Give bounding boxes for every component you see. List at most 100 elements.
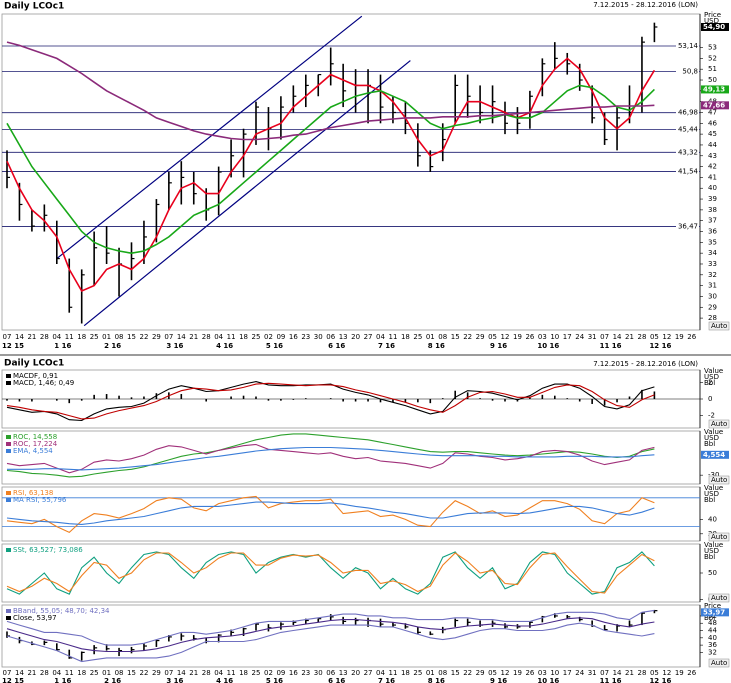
x-tick-label: 25 <box>413 669 422 677</box>
x-tick-label: 22 <box>139 669 148 677</box>
histogram-bar <box>466 392 469 399</box>
histogram-bar <box>255 396 257 399</box>
histogram-bar <box>280 399 282 401</box>
y-tick-label: 50 <box>708 569 717 577</box>
legend-swatch <box>6 381 11 385</box>
legend-swatch <box>6 449 11 453</box>
y-tick-label: 40 <box>708 515 717 523</box>
x-tick-label: 21 <box>625 669 634 677</box>
last-value-box <box>701 22 729 31</box>
x-tick-label: 11 <box>388 333 397 341</box>
series-line <box>6 501 655 525</box>
histogram-bar <box>105 394 108 399</box>
x-tick-label: 12 <box>501 333 510 341</box>
histogram-bar <box>566 398 569 399</box>
x-month-label: 5 16 <box>266 677 283 683</box>
x-tick-label: 09 <box>276 333 285 341</box>
legend-label: MACD, 1,46; 0,49 <box>13 379 74 387</box>
x-tick-label: 10 <box>550 669 559 677</box>
x-tick-label: 06 <box>326 333 335 341</box>
x-month-label: 4 16 <box>216 677 233 683</box>
y-tick-label: 33 <box>708 260 717 268</box>
x-tick-label: 14 <box>613 669 622 677</box>
y-tick-label: 41 <box>708 173 717 181</box>
level-label: 46,98 <box>678 109 698 117</box>
x-tick-label: 23 <box>301 669 310 677</box>
x-tick-label: 08 <box>438 333 447 341</box>
x-tick-label: 04 <box>376 333 385 341</box>
auto-button-label[interactable]: Auto <box>711 476 727 484</box>
histogram-bar <box>603 399 606 406</box>
auto-button[interactable] <box>708 475 730 485</box>
histogram-bar <box>367 399 369 402</box>
level-label-box <box>676 67 699 76</box>
x-tick-label: 25 <box>413 333 422 341</box>
y-tick-label: 37 <box>708 217 717 225</box>
plot-area <box>6 551 655 595</box>
x-tick-label: 14 <box>613 333 622 341</box>
auto-button-label[interactable]: Auto <box>711 420 727 428</box>
histogram-bar <box>379 399 382 403</box>
histogram-bar <box>230 396 232 399</box>
level-label-box <box>676 167 699 176</box>
auto-button-label[interactable]: Auto <box>711 659 727 667</box>
histogram-bar <box>354 399 357 402</box>
y-tick-label: 36 <box>708 228 717 236</box>
level-label: 45,44 <box>678 125 699 133</box>
x-tick-label: 07 <box>164 669 173 677</box>
auto-button-label[interactable]: Auto <box>711 533 727 541</box>
x-tick-label: 18 <box>239 333 248 341</box>
x-month-label: 9 16 <box>490 677 507 683</box>
x-tick-label: 22 <box>139 333 148 341</box>
histogram-bar <box>628 396 631 399</box>
level-label: 41,54 <box>678 168 699 176</box>
x-tick-label: 19 <box>513 669 522 677</box>
series-line <box>6 609 655 646</box>
last-value-box <box>701 85 729 94</box>
level-label-box <box>676 108 699 117</box>
auto-button-label[interactable]: Auto <box>711 594 727 602</box>
x-tick-label: 12 <box>662 333 671 341</box>
axis-label: USD <box>704 434 719 442</box>
legend-label: Close, 53,97 <box>13 614 57 622</box>
auto-button[interactable] <box>708 593 730 603</box>
legend-label: MACDF, 0,91 <box>13 372 58 380</box>
x-tick-label: 01 <box>102 669 111 677</box>
level-label: 36,47 <box>678 222 698 230</box>
level-label-box <box>676 148 699 157</box>
auto-button-label[interactable]: Auto <box>711 322 727 330</box>
auto-button[interactable] <box>708 658 730 668</box>
auto-button[interactable] <box>708 532 730 542</box>
x-month-label: 7 16 <box>378 342 395 350</box>
plot-area <box>6 433 655 478</box>
date-range: 7.12.2015 - 28.12.2016 (LON) <box>593 360 698 368</box>
x-tick-label: 04 <box>376 669 385 677</box>
series-line <box>6 433 655 478</box>
x-tick-label: 28 <box>202 333 211 341</box>
auto-button[interactable] <box>708 321 730 331</box>
x-month-label: 10 16 <box>537 342 559 350</box>
level-label-box <box>676 222 699 231</box>
x-tick-label: 18 <box>77 333 86 341</box>
x-tick-label: 11 <box>388 669 397 677</box>
x-tick-label: 18 <box>77 669 86 677</box>
x-tick-label: 05 <box>650 669 659 677</box>
x-tick-label: 06 <box>326 669 335 677</box>
y-tick-label: 44 <box>708 141 717 149</box>
y-tick-label: 38 <box>708 206 717 214</box>
x-month-label: 2 16 <box>104 342 121 350</box>
x-month-label: 2 16 <box>104 677 121 683</box>
x-tick-label: 15 <box>127 669 136 677</box>
histogram-bar <box>205 399 207 402</box>
histogram-bar <box>541 394 544 399</box>
y-tick-label: 35 <box>708 238 717 246</box>
histogram-bar <box>242 395 245 399</box>
x-tick-label: 11 <box>65 333 74 341</box>
x-month-label: 6 16 <box>328 677 345 683</box>
legend-label: BBand, 55,05; 48,70; 42,34 <box>13 607 110 615</box>
x-tick-label: 17 <box>563 669 572 677</box>
auto-button[interactable] <box>708 419 730 429</box>
x-tick-label: 22 <box>463 333 472 341</box>
x-tick-label: 21 <box>189 669 198 677</box>
